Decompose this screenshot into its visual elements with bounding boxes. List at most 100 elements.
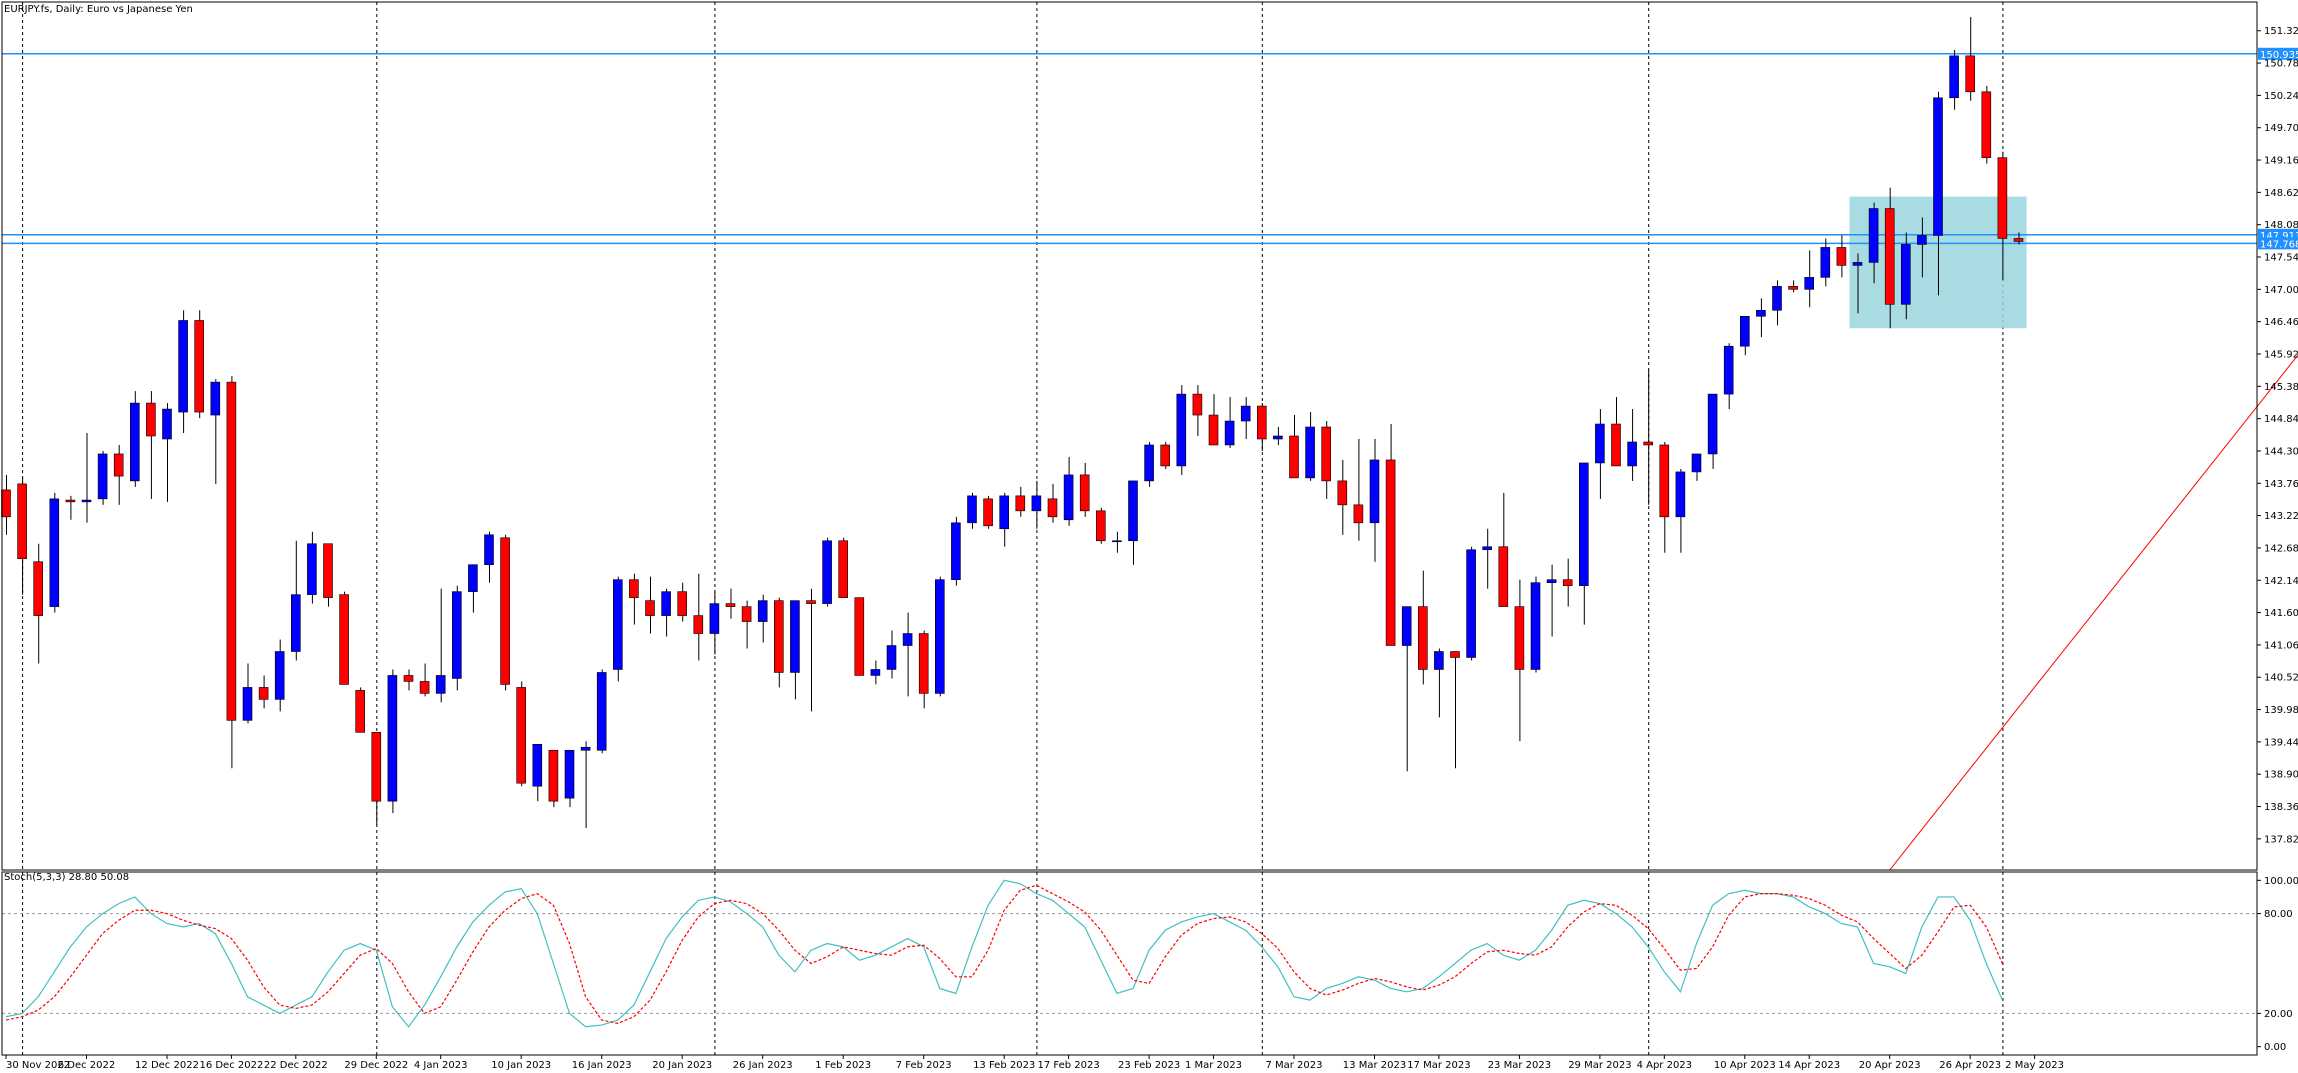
candle-body — [1, 489, 11, 518]
candle-body — [146, 402, 156, 437]
candle-body — [532, 743, 543, 787]
candle-body — [645, 600, 655, 616]
candle-body — [419, 681, 430, 694]
stochastic-layer — [2, 879, 2257, 1028]
trend-line — [1889, 354, 2298, 871]
candle-body — [307, 543, 317, 595]
candle-body — [1482, 546, 1492, 551]
candle-body — [838, 540, 849, 598]
candle-body — [17, 483, 27, 560]
candle-body — [484, 534, 494, 566]
x-tick-label: 22 Dec 2022 — [264, 1060, 328, 1071]
stoch-tick-label: 80.00 — [2264, 909, 2293, 920]
price-tick-label: 149.700 — [2264, 123, 2298, 134]
candle-body — [1079, 474, 1090, 512]
x-tick-label: 10 Apr 2023 — [1714, 1060, 1776, 1071]
candle-body — [629, 579, 639, 598]
price-tick-label: 143.220 — [2264, 511, 2298, 522]
candle-body — [1257, 405, 1267, 440]
candle-body — [290, 594, 301, 652]
x-tick-label: 7 Feb 2023 — [896, 1060, 952, 1071]
candle-body — [725, 603, 736, 607]
stoch-tick-label: 100.00 — [2264, 876, 2298, 887]
candle-body — [1321, 426, 1331, 482]
price-tick-label: 137.820 — [2264, 834, 2298, 845]
x-tick-label: 1 Feb 2023 — [815, 1060, 871, 1071]
candle-body — [371, 732, 382, 802]
candle-body — [1740, 315, 1750, 347]
candle-body — [1466, 549, 1476, 658]
price-tick-label: 145.920 — [2264, 349, 2298, 360]
candle-body — [612, 579, 623, 670]
candle-body — [1289, 435, 1299, 479]
level-price-badge — [2258, 47, 2298, 60]
candle-body — [49, 498, 60, 607]
candle-body — [451, 591, 462, 679]
trend-line-layer — [1889, 354, 2298, 871]
price-tick-label: 150.780 — [2264, 59, 2298, 70]
candle-body — [1047, 498, 1058, 518]
candle-body — [1450, 651, 1460, 658]
candle-body — [1949, 55, 1959, 99]
candle-body — [1884, 208, 1895, 305]
candle-body — [580, 746, 591, 751]
price-tick-label: 151.320 — [2264, 26, 2298, 37]
candle-body — [1192, 393, 1203, 416]
stoch-panel-frame — [1, 871, 2258, 1056]
candle-body — [773, 600, 784, 673]
candles-layer — [1, 16, 2024, 829]
candle-body — [822, 540, 832, 604]
candle-body — [1096, 510, 1106, 542]
candle-body — [1498, 546, 1509, 607]
candle-body — [1546, 579, 1557, 583]
candle-body — [435, 675, 446, 694]
candle-body — [1273, 435, 1283, 440]
candle-body — [1707, 393, 1718, 455]
price-tick-label: 140.520 — [2264, 673, 2298, 684]
candle-body — [2013, 238, 2024, 242]
candle-body — [693, 615, 704, 634]
x-tick-label: 16 Jan 2023 — [572, 1060, 632, 1071]
candle-body — [1723, 345, 1734, 395]
x-tick-label: 7 Mar 2023 — [1265, 1060, 1322, 1071]
candle-body — [194, 320, 204, 413]
candle-body — [1128, 480, 1138, 542]
price-tick-label: 142.680 — [2264, 543, 2298, 554]
candle-body — [1305, 426, 1315, 479]
candle-body — [1611, 423, 1621, 467]
x-tick-label: 20 Jan 2023 — [652, 1060, 712, 1071]
price-tick-label: 143.760 — [2264, 479, 2298, 490]
candle-body — [677, 591, 688, 616]
candle-body — [1788, 286, 1798, 290]
x-tick-label: 6 Dec 2022 — [58, 1060, 116, 1071]
candle-body — [967, 495, 977, 524]
x-tick-label: 26 Apr 2023 — [1939, 1060, 2001, 1071]
candle-body — [1579, 462, 1589, 586]
candle-body — [387, 675, 398, 802]
candle-body — [999, 495, 1010, 530]
price-tick-label: 138.360 — [2264, 802, 2298, 813]
candle-body — [902, 633, 913, 646]
candle-body — [1208, 414, 1219, 446]
x-tick-label: 12 Dec 2022 — [135, 1060, 199, 1071]
candle-body — [274, 651, 285, 700]
candle-body — [226, 381, 237, 721]
candle-body — [1224, 420, 1235, 446]
candle-body — [1176, 393, 1187, 467]
candle-body — [1530, 582, 1541, 670]
candle-body — [468, 564, 478, 592]
x-tick-label: 29 Mar 2023 — [1568, 1060, 1631, 1071]
x-tick-label: 17 Mar 2023 — [1407, 1060, 1470, 1071]
price-tick-label: 139.440 — [2264, 737, 2298, 748]
candle-body — [210, 381, 221, 416]
price-tick-label: 142.140 — [2264, 576, 2298, 587]
x-tick-label: 23 Feb 2023 — [1118, 1060, 1180, 1071]
x-tick-label: 2 May 2023 — [2005, 1060, 2064, 1071]
candle-body — [130, 402, 140, 482]
candle-body — [355, 690, 366, 733]
candle-body — [1691, 453, 1702, 473]
price-tick-label: 150.240 — [2264, 91, 2298, 102]
candle-body — [97, 453, 108, 500]
